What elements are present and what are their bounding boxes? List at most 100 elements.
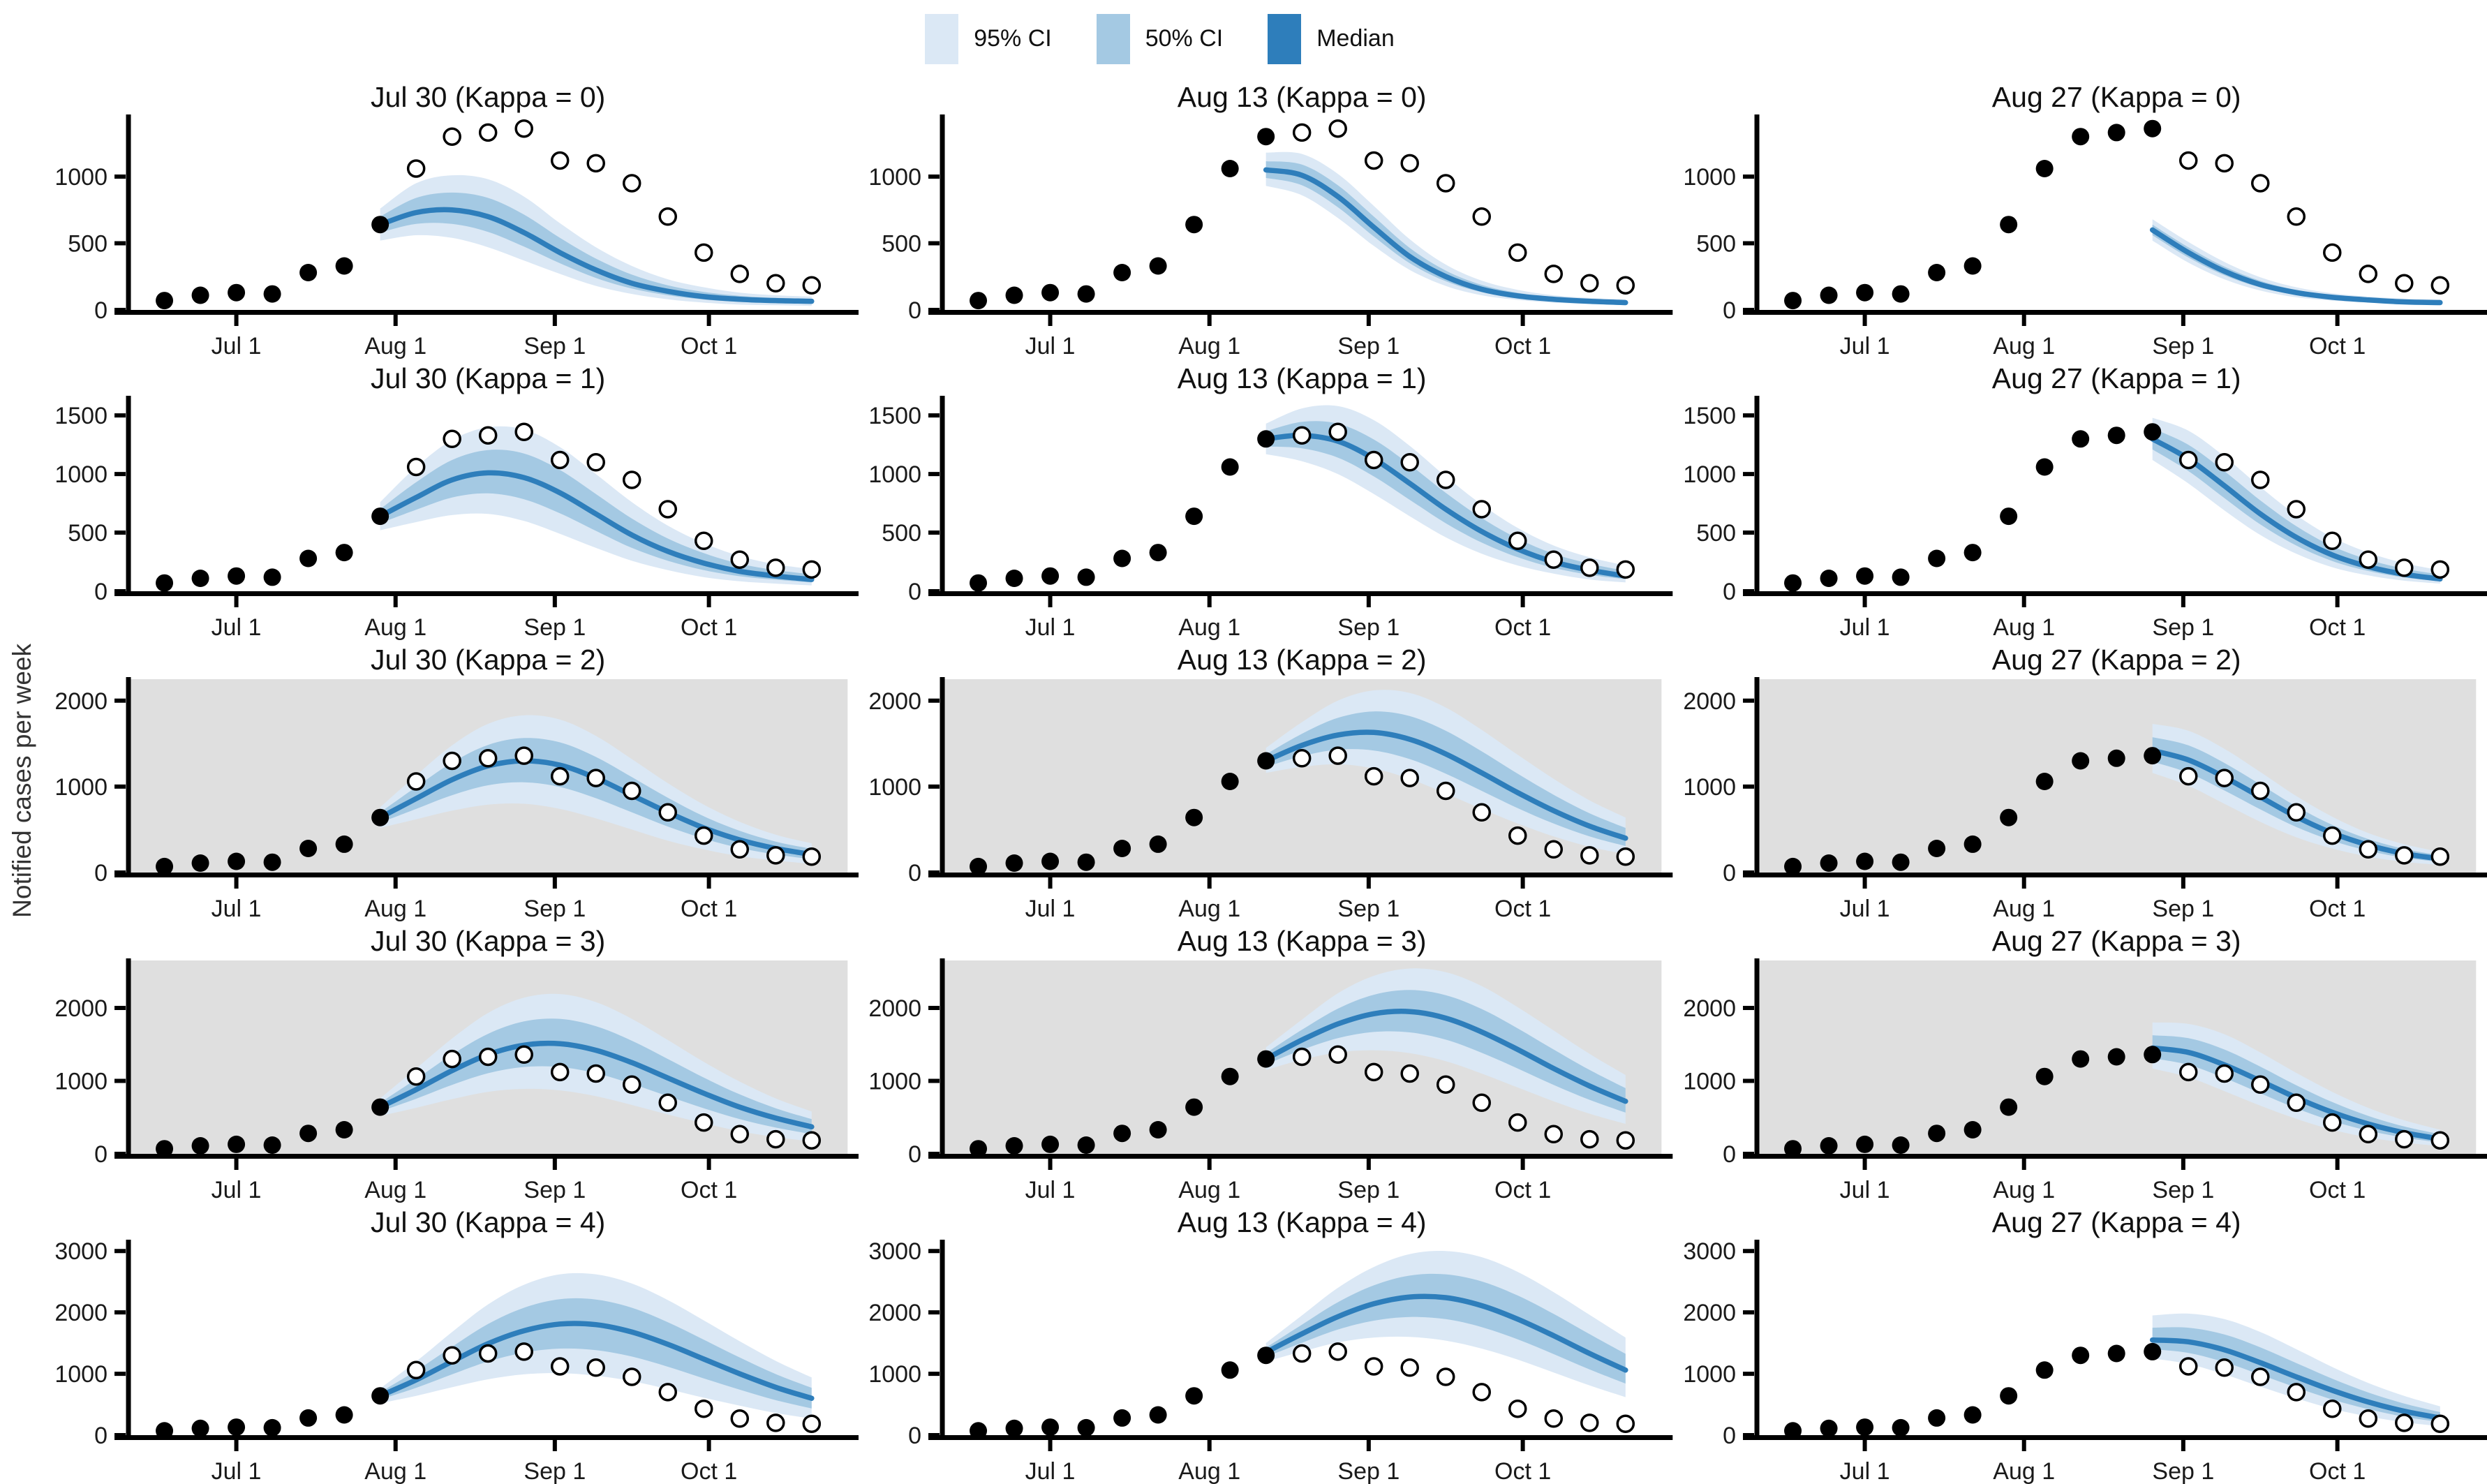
observed-point-filled — [2107, 1048, 2125, 1066]
observed-point-filled — [263, 568, 281, 586]
panel-aug-27-kappa-2: 0 1000 2000 Jul 1 Aug 1 Sep 1 Oct 1 Aug 27 (Kap… — [1683, 644, 2487, 921]
x-tick-label: Aug 1 — [364, 1458, 426, 1484]
y-tick-label: 500 — [1696, 230, 1736, 257]
observed-point-open — [1328, 746, 1348, 765]
y-tick-label: 1000 — [1683, 461, 1736, 488]
observed-point-open — [802, 560, 822, 579]
observed-point-open — [2215, 1064, 2234, 1083]
forecast-median-line — [377, 207, 815, 304]
observed-point-filled — [2071, 430, 2089, 448]
legend-item-95ci: 95% CI — [925, 13, 1052, 64]
y-tick-label: 2000 — [54, 1300, 107, 1326]
observed-point-open — [550, 1357, 570, 1376]
forecast-median-line — [1263, 1009, 1628, 1104]
observed-point-open — [2394, 1129, 2414, 1149]
observed-point-open — [1544, 840, 1564, 859]
y-tick-label: 500 — [882, 230, 922, 257]
observed-point-open — [406, 457, 426, 477]
forecast-median-line — [2149, 1337, 2443, 1421]
observed-point-filled — [1077, 285, 1095, 303]
observed-point-filled — [191, 1419, 209, 1437]
observed-point-open — [1508, 243, 1527, 262]
observed-point-open — [1436, 174, 1455, 193]
observed-point-open — [550, 766, 570, 786]
y-tick-label: 2000 — [869, 1300, 922, 1326]
forecast-median-line — [1263, 729, 1628, 841]
x-tick-label: Aug 1 — [1179, 1177, 1241, 1203]
x-tick-label: Oct 1 — [2309, 614, 2366, 640]
observed-point-filled — [335, 1406, 353, 1424]
observed-point-filled — [1855, 283, 1873, 302]
panel-jul-30-kappa-4: 0 1000 2000 3000 Jul 1 Aug 1 Sep 1 Oct 1 Jul 30 … — [54, 1206, 859, 1484]
panel-aug-13-kappa-0: 0 500 1000 Jul 1 Aug 1 Sep 1 Oct 1 Aug 13 (Kapp… — [869, 81, 1673, 359]
x-tick-label: Sep 1 — [2152, 1177, 2214, 1203]
observed-point-open — [2215, 154, 2234, 173]
observed-point-filled — [299, 1125, 318, 1143]
observed-point-filled — [2071, 128, 2089, 146]
observed-point-open — [622, 781, 641, 801]
observed-point-filled — [970, 574, 988, 592]
observed-point-filled — [1113, 1125, 1131, 1143]
x-tick-label: Oct 1 — [2309, 896, 2366, 921]
observed-point-open — [443, 1346, 461, 1365]
y-tick-label: 0 — [1723, 1423, 1736, 1449]
observed-point-filled — [1892, 853, 1910, 871]
panel-title: Aug 13 (Kappa = 2) — [1178, 644, 1427, 676]
observed-point-filled — [1149, 1406, 1167, 1424]
forecast-ribbon-95 — [1265, 151, 1626, 305]
panel-title: Aug 13 (Kappa = 1) — [1178, 362, 1427, 394]
y-tick-label: 2000 — [1683, 995, 1736, 1022]
observed-point-open — [766, 274, 785, 293]
observed-point-open — [1508, 1399, 1527, 1418]
panel-aug-27-kappa-1: 0 500 1000 1500 Jul 1 Aug 1 Sep 1 Oct 1 Aug 27 (… — [1683, 362, 2487, 640]
x-tick-label: Jul 1 — [1025, 1458, 1076, 1484]
observed-point-filled — [371, 1387, 389, 1405]
observed-point-filled — [1855, 1135, 1873, 1153]
observed-point-filled — [2071, 752, 2089, 770]
forecast-ribbon-95 — [2152, 724, 2440, 866]
panel-title: Aug 13 (Kappa = 3) — [1178, 925, 1427, 957]
x-tick-label: Sep 1 — [1338, 614, 1400, 640]
observed-point-open — [586, 769, 605, 787]
forecast-median-line — [377, 470, 815, 582]
observed-point-open — [2322, 1113, 2342, 1132]
observed-point-filled — [2143, 1342, 2161, 1360]
y-tick-label: 1000 — [54, 1068, 107, 1095]
observed-point-open — [2215, 453, 2234, 472]
observed-point-open — [406, 1067, 426, 1086]
observed-point-open — [1365, 766, 1383, 786]
y-tick-label: 0 — [94, 860, 107, 886]
observed-point-filled — [1820, 1137, 1838, 1155]
observed-point-filled — [156, 1422, 174, 1440]
panel-jul-30-kappa-3: 0 1000 2000 Jul 1 Aug 1 Sep 1 Oct 1 Jul 30 (Kap… — [54, 925, 859, 1203]
observed-point-open — [1580, 1413, 1599, 1432]
x-tick-label: Oct 1 — [681, 614, 737, 640]
observed-point-open — [1544, 265, 1564, 283]
observed-point-filled — [2071, 1050, 2089, 1068]
observed-point-open — [550, 450, 570, 470]
panel-title: Aug 27 (Kappa = 3) — [1991, 925, 2241, 957]
observed-point-open — [766, 1413, 785, 1432]
observed-point-filled — [1041, 1418, 1060, 1437]
observed-point-filled — [2035, 1067, 2054, 1085]
observed-point-filled — [1963, 544, 1982, 562]
observed-point-open — [802, 1131, 822, 1150]
observed-point-open — [1293, 123, 1312, 142]
y-tick-label: 500 — [68, 230, 107, 257]
x-tick-label: Jul 1 — [1025, 333, 1076, 359]
observed-point-filled — [228, 1418, 246, 1437]
observed-point-open — [2430, 560, 2449, 579]
observed-point-open — [1472, 207, 1492, 226]
observed-point-open — [586, 1358, 605, 1377]
observed-point-open — [1328, 422, 1348, 441]
observed-point-open — [766, 1129, 785, 1149]
observed-point-open — [586, 453, 605, 472]
observed-point-open — [1328, 119, 1348, 138]
x-tick-label: Sep 1 — [524, 1458, 586, 1484]
y-tick-label: 1000 — [1683, 164, 1736, 191]
observed-point-open — [2178, 1357, 2198, 1376]
y-tick-label: 0 — [1723, 579, 1736, 605]
forecast-ribbon-50 — [1265, 421, 1626, 579]
observed-point-filled — [1927, 1409, 1945, 1427]
observed-point-filled — [1820, 854, 1838, 872]
